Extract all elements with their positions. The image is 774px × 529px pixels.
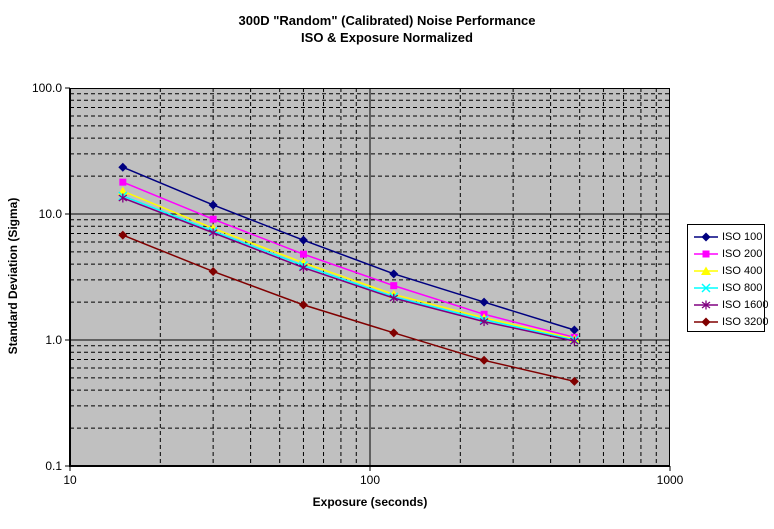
legend-marker-diamond-icon <box>694 232 718 241</box>
y-tick-label: 1.0 <box>45 333 62 347</box>
marker-asterisk <box>701 300 711 309</box>
tick-labels: 10 100 1000 100.0 10.0 1.0 0.1 <box>32 81 684 487</box>
marker-triangle <box>701 266 711 275</box>
marker-diamond <box>701 232 711 241</box>
marker-square <box>299 250 307 258</box>
marker-diamond <box>389 269 399 279</box>
x-tick-label: 10 <box>63 473 77 487</box>
marker-diamond <box>208 266 218 276</box>
marker-x <box>701 282 711 293</box>
x-tick-label: 1000 <box>657 473 684 487</box>
marker-asterisk <box>208 228 218 238</box>
legend-label: ISO 3200 <box>722 315 769 328</box>
marker-square <box>390 282 398 290</box>
series-iso-1600 <box>118 193 579 346</box>
marker-diamond <box>701 317 711 326</box>
y-tick-label: 100.0 <box>32 81 62 95</box>
legend-entry: ISO 100 <box>693 228 764 245</box>
legend-marker-square-icon <box>694 250 718 257</box>
chart-title-line1: 300D "Random" (Calibrated) Noise Perform… <box>238 13 536 28</box>
legend-label: ISO 800 <box>722 281 763 294</box>
legend-entry: ISO 200 <box>693 245 764 262</box>
legend: ISO 100 ISO 200 ISO 400 ISO 800 ISO 1600 ISO … <box>687 224 768 332</box>
y-tick-label: 0.1 <box>45 459 62 473</box>
legend-entry: ISO 1600 <box>693 296 768 313</box>
series-line <box>122 190 575 340</box>
legend-label: ISO 1600 <box>722 298 769 311</box>
legend-label: ISO 100 <box>722 230 763 243</box>
series-line <box>122 181 575 339</box>
marker-diamond <box>298 300 308 310</box>
marker-asterisk <box>118 193 128 203</box>
x-axis-title: Exposure (seconds) <box>312 495 428 509</box>
marker-diamond <box>569 325 579 335</box>
y-tick-label: 10.0 <box>39 207 63 221</box>
marker-diamond <box>479 355 489 365</box>
legend-entry: ISO 400 <box>693 262 764 279</box>
marker-square <box>119 178 127 186</box>
legend-entry: ISO 3200 <box>693 313 768 330</box>
marker-square <box>702 250 710 257</box>
marker-asterisk <box>389 293 399 303</box>
series-line <box>122 234 575 383</box>
axis-ticks <box>65 87 671 471</box>
legend-marker-x-icon <box>694 282 718 293</box>
series-line <box>122 166 575 331</box>
marker-asterisk <box>569 336 579 346</box>
x-tick-label: 100 <box>360 473 380 487</box>
series-line <box>122 197 575 342</box>
marker-asterisk <box>299 263 308 273</box>
legend-marker-asterisk-icon <box>694 300 718 309</box>
marker-diamond <box>298 235 308 245</box>
marker-diamond <box>118 230 128 240</box>
series-iso-3200 <box>118 230 579 386</box>
legend-marker-diamond-icon <box>694 317 718 326</box>
marker-diamond <box>569 376 579 386</box>
marker-asterisk <box>479 317 489 327</box>
minor-gridlines <box>70 88 670 466</box>
legend-marker-triangle-icon <box>694 266 718 275</box>
chart-title-line2: ISO & Exposure Normalized <box>301 30 473 45</box>
series-iso-100 <box>118 162 579 335</box>
legend-label: ISO 400 <box>722 264 763 277</box>
marker-diamond <box>389 328 399 338</box>
marker-square <box>209 215 217 223</box>
series-line <box>122 195 575 341</box>
marker-diamond <box>118 162 128 172</box>
legend-label: ISO 200 <box>722 247 763 260</box>
marker-diamond <box>208 200 218 210</box>
chart-title: 300D "Random" (Calibrated) Noise Perform… <box>0 12 774 46</box>
legend-entry: ISO 800 <box>693 279 764 296</box>
marker-diamond <box>479 297 489 307</box>
